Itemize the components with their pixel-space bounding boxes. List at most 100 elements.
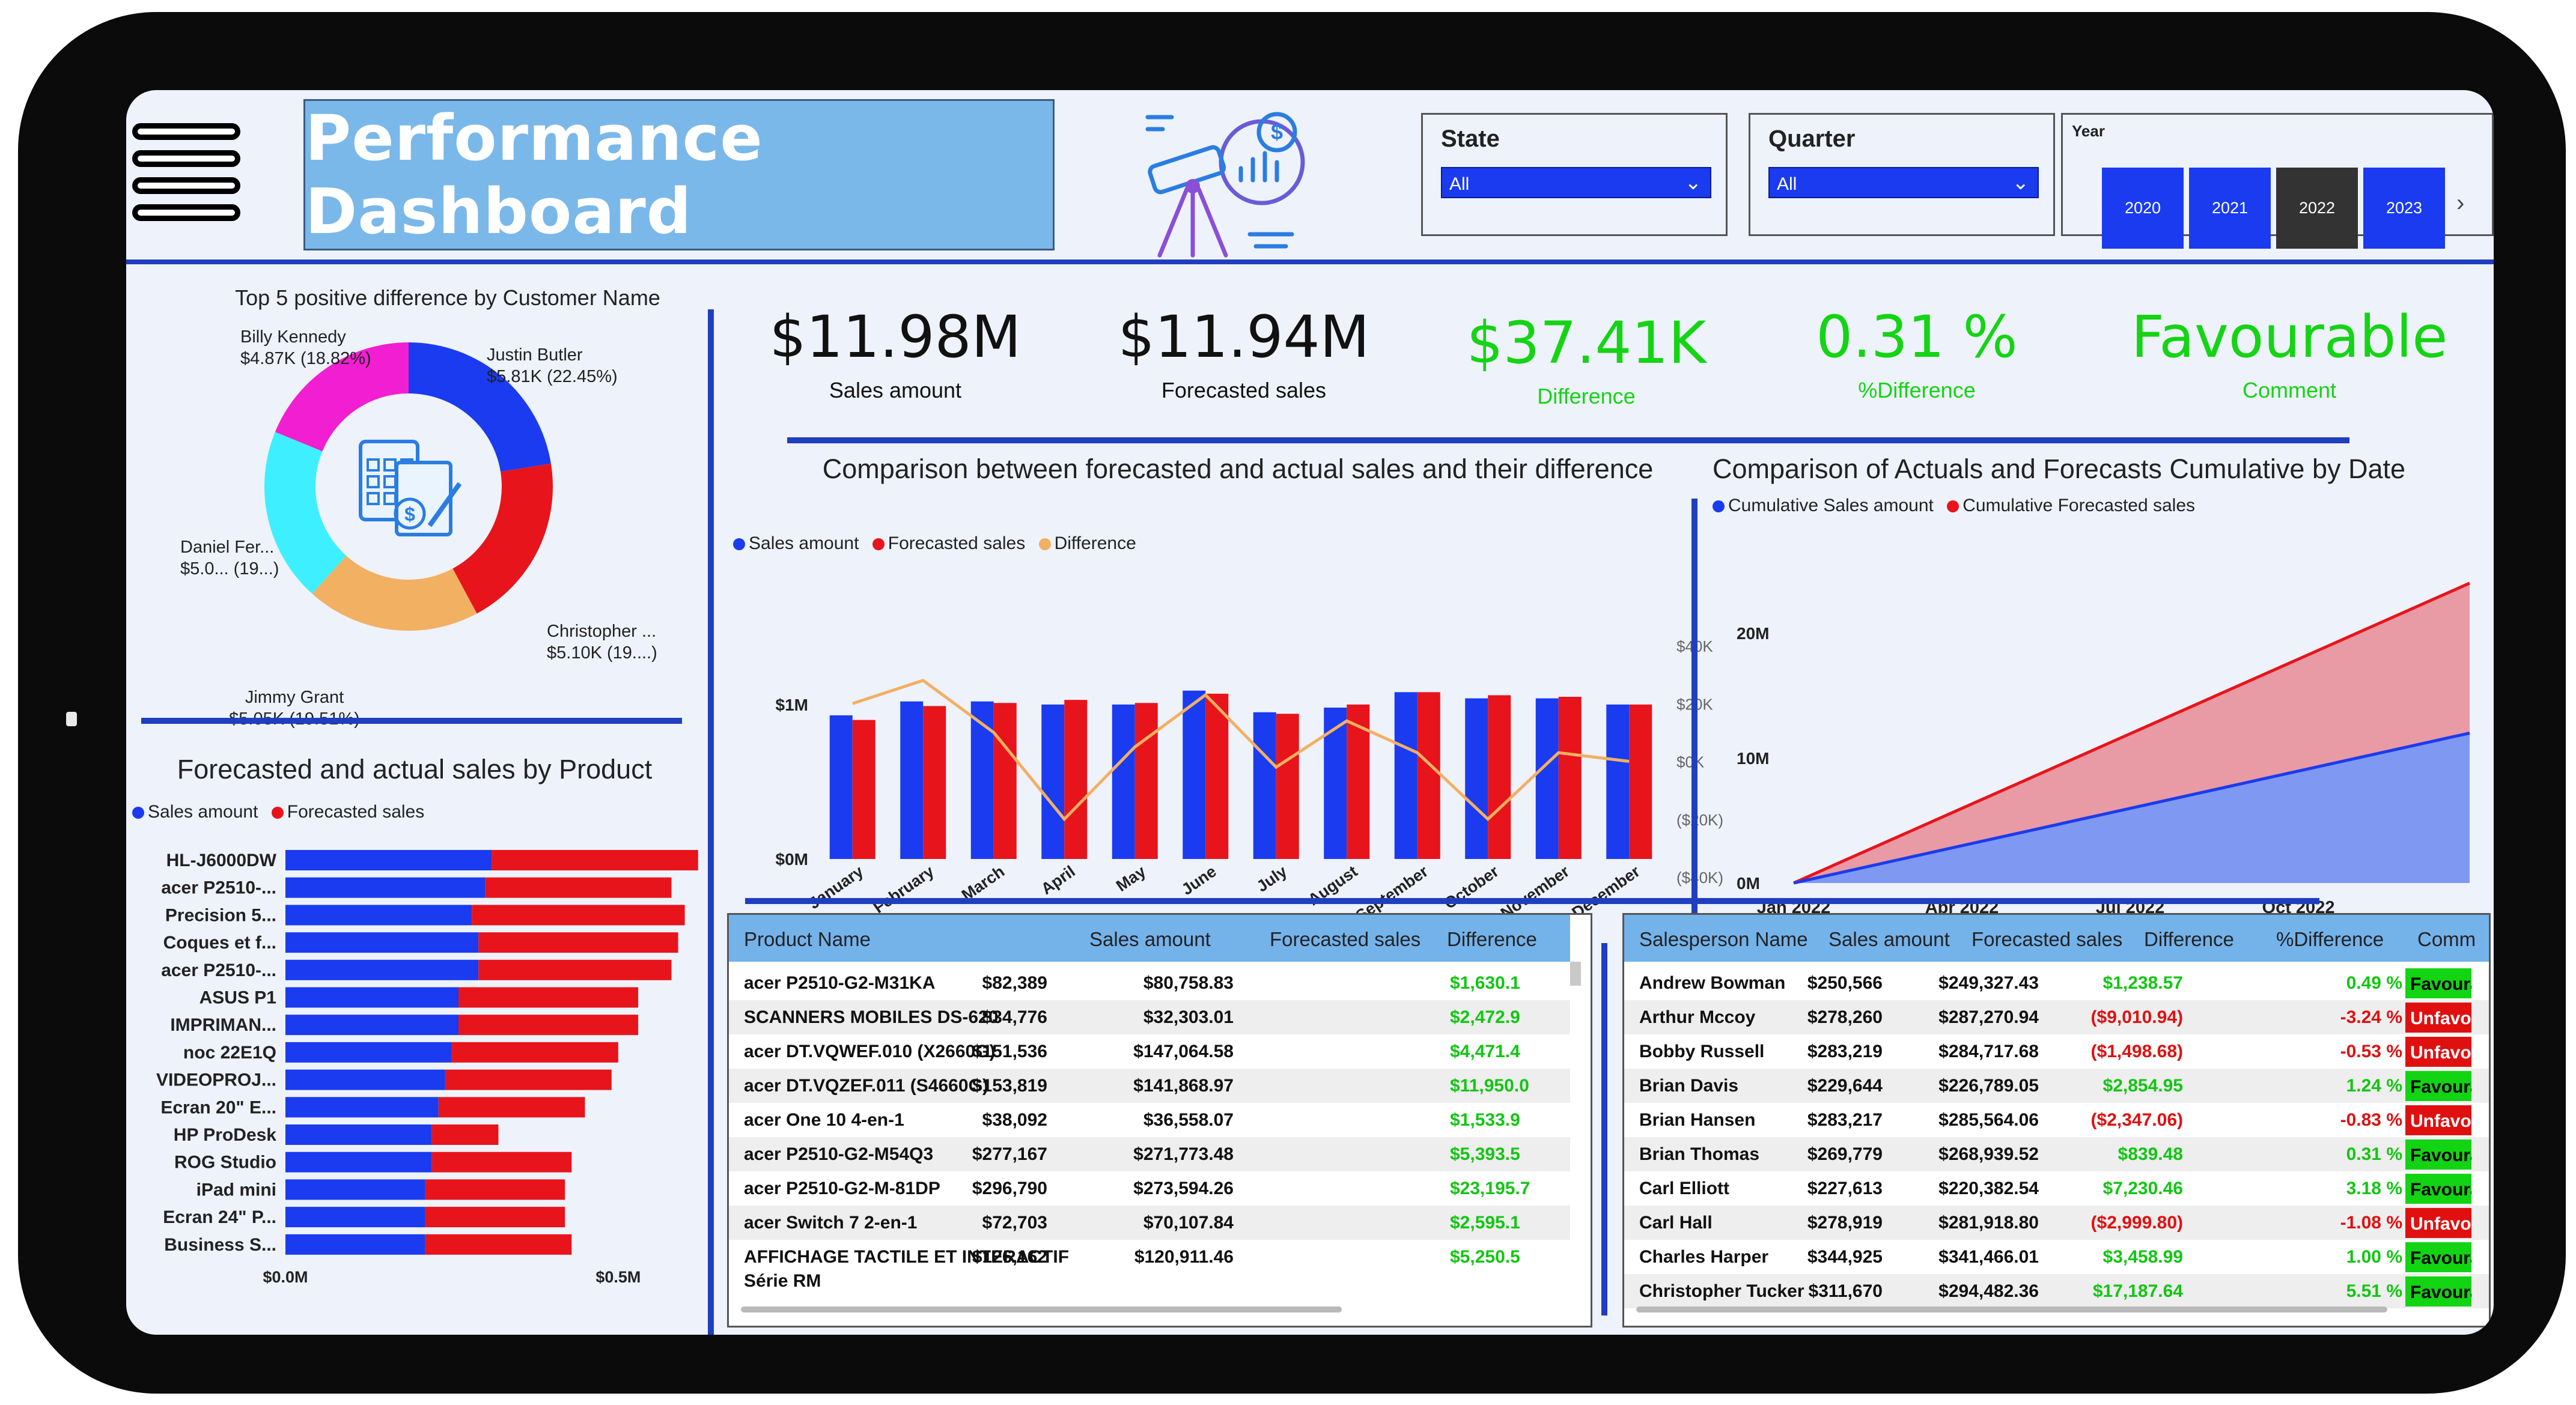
- table-row[interactable]: Brian Davis $229,644 $226,789.05 $2,854.95 1…: [1624, 1069, 2489, 1103]
- forecast-bar[interactable]: [1134, 703, 1158, 859]
- forecast-bar[interactable]: [458, 1015, 639, 1036]
- sales-bar[interactable]: [1535, 698, 1559, 859]
- sales-bar[interactable]: [285, 1042, 452, 1063]
- forecast-bar[interactable]: [431, 1152, 572, 1173]
- table-row[interactable]: AFFICHAGE TACTILE ET INTERACTIF Série RM $…: [729, 1240, 1570, 1291]
- forecast-bar[interactable]: [445, 1069, 612, 1090]
- sales-bar[interactable]: [1183, 690, 1206, 859]
- sales-bar[interactable]: [285, 987, 458, 1008]
- forecast-bar[interactable]: [923, 706, 946, 859]
- forecast-bar[interactable]: [1629, 704, 1652, 859]
- table-row[interactable]: Carl Elliott $227,613 $220,382.54 $7,230.46…: [1624, 1171, 2489, 1206]
- table-row[interactable]: Andrew Bowman $250,566 $249,327.43 $1,238.5…: [1624, 966, 2489, 1000]
- sales-line[interactable]: [1793, 731, 2470, 885]
- forecast-bar[interactable]: [1064, 700, 1088, 859]
- quarter-dropdown[interactable]: All ⌄: [1768, 167, 2039, 198]
- sales-bar[interactable]: [285, 932, 479, 953]
- sales-bar[interactable]: [970, 701, 994, 859]
- year-button-2022[interactable]: 2022: [2276, 168, 2358, 249]
- table-row[interactable]: Carl Hall $278,919 $281,918.80 ($2,999.80) -…: [1624, 1206, 2489, 1240]
- forecast-bar[interactable]: [478, 959, 672, 980]
- sales-bar[interactable]: [285, 877, 486, 898]
- table-row[interactable]: acer P2510-G2-M31KA $82,389 $80,758.83 $1,6…: [729, 966, 1570, 1000]
- table-row[interactable]: Brian Thomas $269,779 $268,939.52 $839.48 0.…: [1624, 1137, 2489, 1171]
- sales-bar[interactable]: [285, 1124, 432, 1145]
- sales-bar[interactable]: [285, 1015, 458, 1036]
- scrollbar-horizontal[interactable]: [741, 1306, 1342, 1312]
- table-row[interactable]: acer P2510-G2-M-81DP $296,790 $273,594.26 $…: [729, 1171, 1570, 1206]
- forecast-bar[interactable]: [485, 877, 672, 898]
- column-header[interactable]: Salesperson Name: [1639, 928, 1808, 950]
- sales-bar[interactable]: [1606, 704, 1630, 859]
- forecast-bar[interactable]: [425, 1234, 572, 1255]
- sales-bar[interactable]: [285, 1234, 425, 1255]
- sales-bar[interactable]: [285, 1179, 425, 1200]
- donut-slice[interactable]: [275, 342, 409, 452]
- forecast-bar[interactable]: [458, 987, 639, 1008]
- forecast-bar[interactable]: [1347, 704, 1370, 859]
- table-row[interactable]: Bobby Russell $283,219 $284,717.68 ($1,498.…: [1624, 1034, 2489, 1069]
- sales-bar[interactable]: [285, 850, 492, 870]
- table-row[interactable]: acer DT.VQZEF.011 (S4660G) $153,819 $141,8…: [729, 1069, 1570, 1103]
- column-header[interactable]: Forecasted sales: [1270, 928, 1421, 950]
- forecast-bar[interactable]: [431, 1124, 499, 1145]
- year-button-2020[interactable]: 2020: [2102, 168, 2184, 249]
- forecast-bar[interactable]: [1417, 692, 1440, 859]
- sales-bar[interactable]: [829, 715, 853, 859]
- donut-slice[interactable]: [264, 432, 347, 594]
- forecast-bar[interactable]: [425, 1207, 565, 1228]
- donut-slice[interactable]: [409, 342, 551, 472]
- table-row[interactable]: acer P2510-G2-M54Q3 $277,167 $271,773.48 $5…: [729, 1137, 1570, 1171]
- table-row[interactable]: acer One 10 4-en-1 $38,092 $36,558.07 $1,53…: [729, 1103, 1570, 1137]
- year-button-2023[interactable]: 2023: [2363, 168, 2445, 249]
- sales-bar[interactable]: [1394, 692, 1417, 859]
- sales-bar[interactable]: [285, 1069, 445, 1090]
- forecast-bar[interactable]: [492, 850, 698, 870]
- column-header[interactable]: Forecasted sales: [1972, 928, 2123, 950]
- table-row[interactable]: acer DT.VQWEF.010 (X2660G) $151,536 $147,0…: [729, 1034, 1570, 1069]
- table-row[interactable]: Charles Harper $344,925 $341,466.01 $3,458.…: [1624, 1240, 2489, 1274]
- sales-bar[interactable]: [285, 1097, 439, 1118]
- state-dropdown[interactable]: All ⌄: [1441, 167, 1711, 198]
- forecast-bar[interactable]: [438, 1097, 585, 1118]
- forecast-bar[interactable]: [993, 703, 1017, 859]
- year-button-2021[interactable]: 2021: [2189, 168, 2271, 249]
- table-row[interactable]: Brian Hansen $283,217 $285,564.06 ($2,347.0…: [1624, 1103, 2489, 1137]
- sales-bar[interactable]: [285, 1207, 425, 1228]
- column-header[interactable]: %Difference: [2276, 928, 2384, 950]
- forecast-bar[interactable]: [1488, 695, 1511, 859]
- column-header[interactable]: Sales amount: [1089, 928, 1211, 950]
- sales-bar[interactable]: [900, 701, 924, 859]
- column-header[interactable]: Difference: [2144, 928, 2234, 950]
- chevron-right-icon[interactable]: ›: [2456, 190, 2465, 216]
- forecast-line[interactable]: [1792, 581, 2471, 885]
- forecast-bar[interactable]: [1558, 697, 1582, 859]
- donut-slice[interactable]: [312, 556, 477, 631]
- difference-line[interactable]: [851, 678, 1630, 822]
- forecast-bar[interactable]: [478, 932, 678, 953]
- forecast-bar[interactable]: [451, 1042, 618, 1063]
- column-header[interactable]: Difference: [1447, 928, 1537, 950]
- forecast-bar[interactable]: [852, 720, 875, 859]
- forecast-bar[interactable]: [1276, 714, 1299, 859]
- scrollbar-horizontal[interactable]: [1636, 1306, 2387, 1312]
- scrollbar-vertical[interactable]: [1570, 962, 1581, 986]
- donut-slice[interactable]: [452, 463, 553, 614]
- table-row[interactable]: Arthur Mccoy $278,260 $287,270.94 ($9,010.9…: [1624, 1000, 2489, 1034]
- sales-bar[interactable]: [285, 1152, 432, 1173]
- sales-bar[interactable]: [285, 959, 479, 980]
- table-row[interactable]: acer Switch 7 2-en-1 $72,703 $70,107.84 $2,…: [729, 1206, 1570, 1240]
- sales-bar[interactable]: [1324, 708, 1347, 859]
- table-row[interactable]: SCANNERS MOBILES DS-620 $34,776 $32,303.01…: [729, 1000, 1570, 1034]
- column-header[interactable]: Comm: [2417, 928, 2476, 950]
- sales-bar[interactable]: [1112, 704, 1135, 859]
- column-header[interactable]: Sales amount: [1828, 928, 1950, 950]
- sales-bar[interactable]: [1041, 704, 1065, 859]
- sales-bar[interactable]: [285, 905, 472, 926]
- forecast-bar[interactable]: [1205, 693, 1229, 859]
- menu-icon[interactable]: [132, 123, 246, 221]
- table-row[interactable]: Christopher Tucker $311,670 $294,482.36 $17…: [1624, 1274, 2489, 1308]
- column-header[interactable]: Product Name: [744, 928, 871, 950]
- forecast-bar[interactable]: [472, 905, 685, 926]
- forecast-bar[interactable]: [425, 1179, 565, 1200]
